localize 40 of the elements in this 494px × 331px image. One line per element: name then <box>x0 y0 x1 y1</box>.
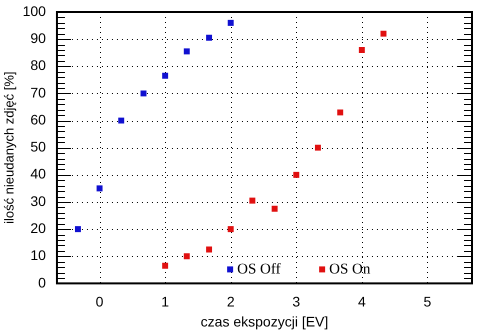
y-tick-label: 20 <box>30 220 46 236</box>
x-tick-label: 3 <box>292 294 300 310</box>
point <box>118 118 124 124</box>
y-tick-label: 30 <box>30 192 46 209</box>
point <box>314 144 321 151</box>
y-tick-label: 10 <box>30 247 46 264</box>
x-tick-label: 2 <box>226 294 235 310</box>
y-tick-label: 100 <box>22 2 46 19</box>
point <box>162 262 168 269</box>
point <box>206 34 212 41</box>
y-tick-label: 90 <box>30 30 46 46</box>
point <box>358 47 365 53</box>
point <box>228 20 234 26</box>
y-axis-title: ilość nieudanych zdjęć [%] <box>1 71 16 224</box>
point <box>184 48 190 54</box>
point <box>140 90 146 96</box>
point <box>228 226 234 232</box>
point <box>206 246 212 252</box>
point <box>293 172 300 178</box>
point <box>272 206 278 212</box>
point <box>249 198 256 204</box>
y-tick-label: 80 <box>30 57 46 74</box>
point <box>380 30 386 37</box>
legend-label: OS Off <box>237 261 281 278</box>
y-tick-label: 50 <box>30 138 46 155</box>
y-tick-label: 60 <box>30 111 46 128</box>
x-tick-label: 1 <box>161 294 170 310</box>
x-axis-title: czas ekspozycji [EV] <box>200 313 328 330</box>
y-tick-label: 0 <box>38 274 46 290</box>
point <box>96 185 103 192</box>
point <box>337 109 344 116</box>
x-tick-label: 5 <box>424 294 432 310</box>
y-tick-label: 70 <box>30 84 46 100</box>
x-tick-label: 0 <box>96 294 104 310</box>
legend-label: OS On <box>329 261 371 278</box>
point <box>162 72 168 79</box>
y-tick-label: 40 <box>30 166 46 182</box>
point <box>74 226 81 232</box>
point <box>184 253 190 260</box>
x-tick-label: 4 <box>358 294 366 310</box>
